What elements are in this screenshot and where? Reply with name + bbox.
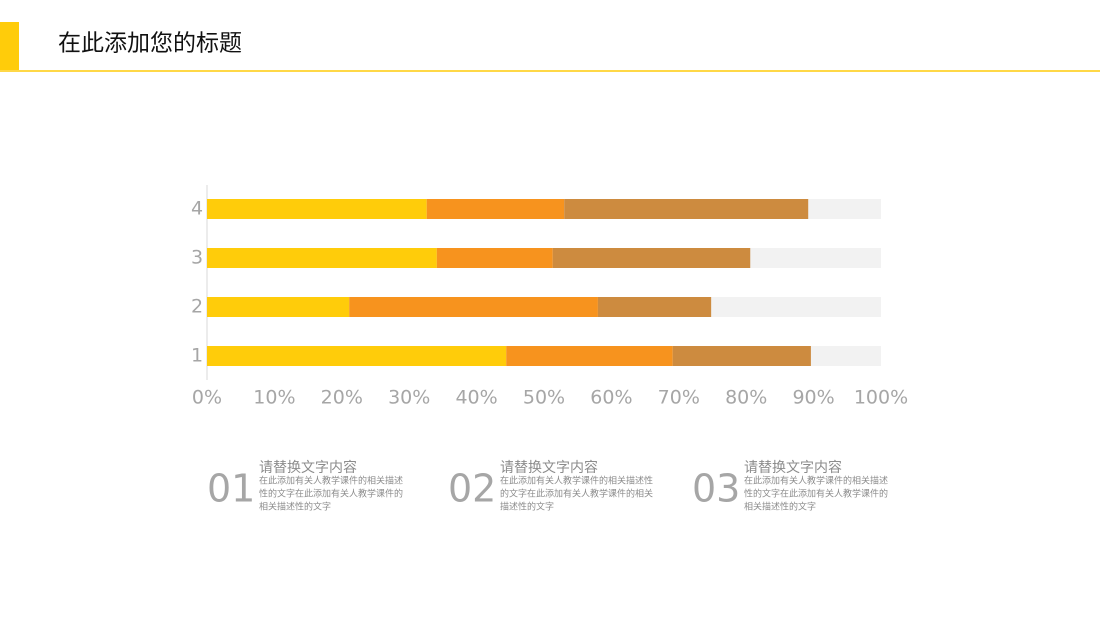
- bar-segment: [597, 297, 712, 317]
- item-text: 性的文字在此添加有关人教学课件的: [744, 488, 888, 500]
- x-tick-label: 30%: [388, 387, 430, 409]
- y-tick-label: 1: [191, 345, 203, 367]
- x-tick-label: 10%: [253, 387, 295, 409]
- bar-segment: [506, 346, 673, 366]
- bar-segment: [552, 248, 751, 268]
- x-tick-label: 90%: [792, 387, 834, 409]
- item-text: 的文字在此添加有关人教学课件的相关: [500, 488, 653, 500]
- item-text: 相关描述性的文字: [259, 501, 331, 513]
- item-text: 描述性的文字: [500, 501, 554, 513]
- x-tick-label: 100%: [854, 387, 908, 409]
- bar-segment: [207, 346, 507, 366]
- item-text: 相关描述性的文字: [744, 501, 816, 513]
- x-tick-label: 80%: [725, 387, 767, 409]
- x-tick-label: 60%: [590, 387, 632, 409]
- item-heading: 请替换文字内容: [744, 459, 842, 476]
- bar-segment: [564, 199, 809, 219]
- bar-segment: [207, 248, 437, 268]
- x-tick-label: 50%: [523, 387, 565, 409]
- item-heading: 请替换文字内容: [500, 459, 598, 476]
- y-tick-label: 3: [191, 247, 203, 269]
- bar-segment: [349, 297, 598, 317]
- item-number: 01: [207, 467, 255, 511]
- bar-segment: [672, 346, 811, 366]
- item-number: 03: [692, 467, 740, 511]
- bar-segment: [207, 199, 427, 219]
- header-accent: [0, 22, 19, 70]
- bar-segment: [207, 297, 350, 317]
- y-tick-label: 2: [191, 296, 203, 318]
- item-heading: 请替换文字内容: [259, 459, 357, 476]
- bar-segment: [436, 248, 553, 268]
- item-text: 在此添加有关人教学课件的相关描述性: [500, 475, 653, 487]
- item-number: 02: [448, 467, 496, 511]
- x-tick-label: 40%: [455, 387, 497, 409]
- bar-segment: [426, 199, 565, 219]
- item-text: 性的文字在此添加有关人教学课件的: [259, 488, 403, 500]
- x-tick-label: 0%: [192, 387, 222, 409]
- y-tick-label: 4: [191, 198, 203, 220]
- item-text: 在此添加有关人教学课件的相关描述: [259, 475, 403, 487]
- x-tick-label: 70%: [658, 387, 700, 409]
- x-tick-label: 20%: [321, 387, 363, 409]
- item-text: 在此添加有关人教学课件的相关描述: [744, 475, 888, 487]
- slide-title: 在此添加您的标题: [58, 31, 242, 57]
